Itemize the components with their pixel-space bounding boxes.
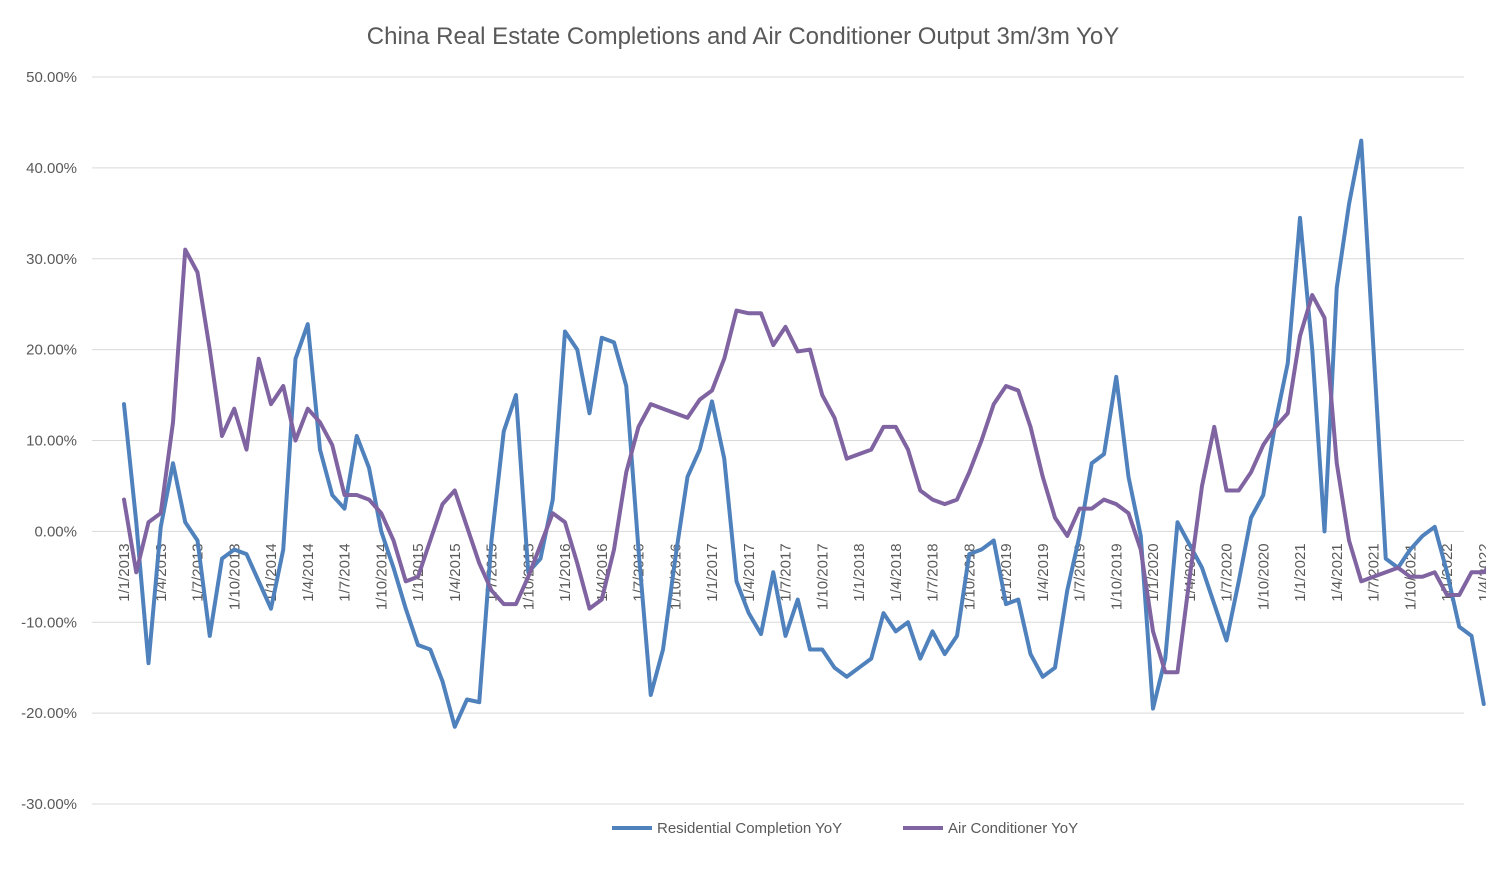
x-tick-label: 1/10/2020 [1255, 543, 1272, 610]
legend-label-residential: Residential Completion YoY [657, 820, 842, 837]
y-tick-label: -20.00% [21, 705, 77, 722]
x-tick-label: 1/7/2020 [1219, 543, 1236, 601]
y-tick-label: -10.00% [21, 614, 77, 631]
x-tick-label: 1/1/2021 [1292, 543, 1309, 601]
series-line-air-conditioner [122, 247, 1486, 675]
x-tick-label: 1/1/2018 [851, 543, 868, 601]
x-tick-label: 1/7/2018 [925, 543, 942, 601]
x-tick-label: 1/7/2017 [778, 543, 795, 601]
x-tick-label: 1/1/2017 [704, 543, 721, 601]
x-tick-label: 1/4/2021 [1329, 543, 1346, 601]
x-tick-label: 1/4/2018 [888, 543, 905, 601]
legend: Residential Completion YoY Air Condition… [612, 820, 1078, 837]
x-tick-label: 1/10/2017 [814, 543, 831, 610]
x-tick-label: 1/1/2016 [557, 543, 574, 601]
x-tick-label: 1/4/2017 [741, 543, 758, 601]
y-tick-label: 40.00% [26, 160, 77, 177]
chart-title: China Real Estate Completions and Air Co… [367, 23, 1119, 50]
x-tick-label: 1/10/2019 [1108, 543, 1125, 610]
y-tick-label: 0.00% [34, 523, 77, 540]
x-tick-label: 1/10/2018 [961, 543, 978, 610]
gridlines [92, 76, 1464, 805]
x-tick-label: 1/1/2013 [116, 543, 133, 601]
x-tick-label: 1/10/2013 [226, 543, 243, 610]
y-axis-tick-labels: -30.00% -20.00% -10.00% 0.00% 10.00% 20.00% 30… [21, 69, 77, 813]
y-tick-label: 10.00% [26, 433, 77, 450]
x-tick-label: 1/10/2014 [373, 543, 390, 610]
x-tick-label: 1/7/2021 [1366, 543, 1383, 601]
x-tick-label: 1/7/2014 [337, 543, 354, 601]
x-tick-label: 1/4/2015 [447, 543, 464, 601]
series-line-residential-completion [122, 138, 1486, 729]
y-tick-label: -30.00% [21, 796, 77, 813]
y-tick-label: 30.00% [26, 251, 77, 268]
x-tick-label: 1/4/2014 [300, 543, 317, 601]
x-tick-label: 1/1/2020 [1145, 543, 1162, 601]
series-lines [122, 138, 1486, 729]
y-tick-label: 20.00% [26, 342, 77, 359]
x-axis-tick-labels: 1/1/2013 1/4/2013 1/7/2013 1/10/2013 1/1/201… [116, 543, 1486, 610]
legend-label-air-conditioner: Air Conditioner YoY [948, 820, 1078, 837]
y-tick-label: 50.00% [26, 69, 77, 86]
x-tick-label: 1/4/2019 [1035, 543, 1052, 601]
